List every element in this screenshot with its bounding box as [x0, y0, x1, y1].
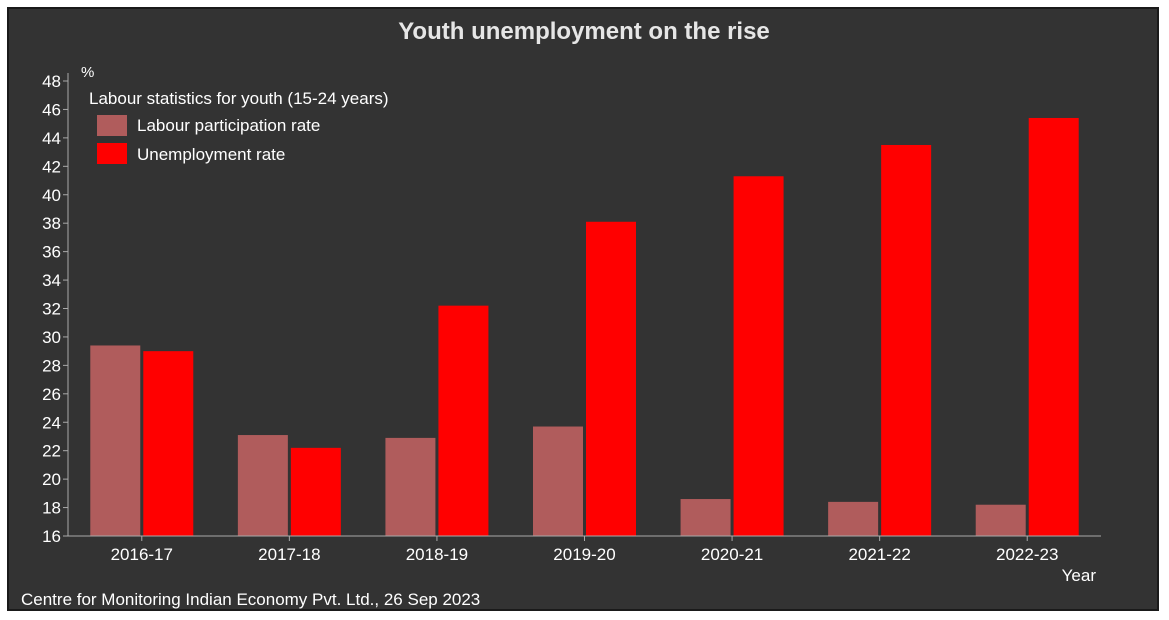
y-tick-label: 48	[42, 72, 61, 91]
bar-unemployment	[586, 221, 636, 536]
legend-title: Labour statistics for youth (15-24 years…	[89, 89, 389, 108]
y-tick-label: 30	[42, 328, 61, 347]
x-axis-label: Year	[1062, 566, 1097, 585]
bar-unemployment	[438, 305, 489, 536]
chart-title: Youth unemployment on the rise	[398, 18, 770, 45]
bar-unemployment	[143, 351, 194, 536]
x-tick-label: 2019-20	[553, 545, 615, 564]
legend-swatch-unemployment	[97, 143, 127, 164]
bar-unemployment	[733, 176, 784, 536]
y-tick-label: 38	[42, 214, 61, 233]
legend-swatch-participation	[97, 115, 127, 136]
x-tick-label: 2022-23	[996, 545, 1058, 564]
y-tick-label: 42	[42, 157, 61, 176]
bar-labour-participation	[90, 345, 141, 536]
x-tick-label: 2018-19	[406, 545, 468, 564]
bar-labour-participation	[828, 501, 879, 536]
chart: Youth unemployment on the rise % 1618202…	[21, 18, 1101, 609]
y-tick-label: 24	[42, 413, 61, 432]
y-tick-label: 44	[42, 129, 61, 148]
y-tick-label: 20	[42, 470, 61, 489]
x-tick-label: 2021-22	[848, 545, 910, 564]
y-tick-label: 32	[42, 300, 61, 319]
bar-labour-participation	[680, 499, 731, 536]
y-tick-label: 26	[42, 385, 61, 404]
plot-area: 16 18 20 22 24 26 28 30 32 34 36 38 40 42 44 46 48 2016-1…	[42, 72, 1101, 564]
y-tick-label: 34	[42, 271, 61, 290]
bar-labour-participation	[385, 437, 436, 536]
y-tick-label: 22	[42, 442, 61, 461]
x-tick-label: 2016-17	[111, 545, 173, 564]
y-tick-label: 46	[42, 100, 61, 119]
legend: Labour statistics for youth (15-24 years…	[89, 89, 389, 164]
bar-labour-participation	[237, 435, 288, 536]
legend-label-unemployment: Unemployment rate	[137, 145, 285, 164]
bar-unemployment	[1028, 117, 1079, 536]
chart-frame: Youth unemployment on the rise % 16 18 20 2…	[7, 7, 1159, 611]
bar-labour-participation	[975, 504, 1026, 536]
bar-labour-participation	[533, 426, 583, 536]
y-tick-label: 18	[42, 499, 61, 518]
legend-label-participation: Labour participation rate	[137, 116, 320, 135]
x-tick-label: 2020-21	[701, 545, 763, 564]
y-tick-label: 16	[42, 527, 61, 546]
x-tick-label: 2017-18	[258, 545, 320, 564]
bar-unemployment	[290, 447, 341, 536]
y-tick-label: 28	[42, 356, 61, 375]
y-axis-unit: %	[81, 64, 94, 81]
y-tick-label: 36	[42, 243, 61, 262]
y-tick-label: 40	[42, 186, 61, 205]
bar-unemployment	[881, 144, 932, 536]
source-note: Centre for Monitoring Indian Economy Pvt…	[21, 590, 480, 609]
